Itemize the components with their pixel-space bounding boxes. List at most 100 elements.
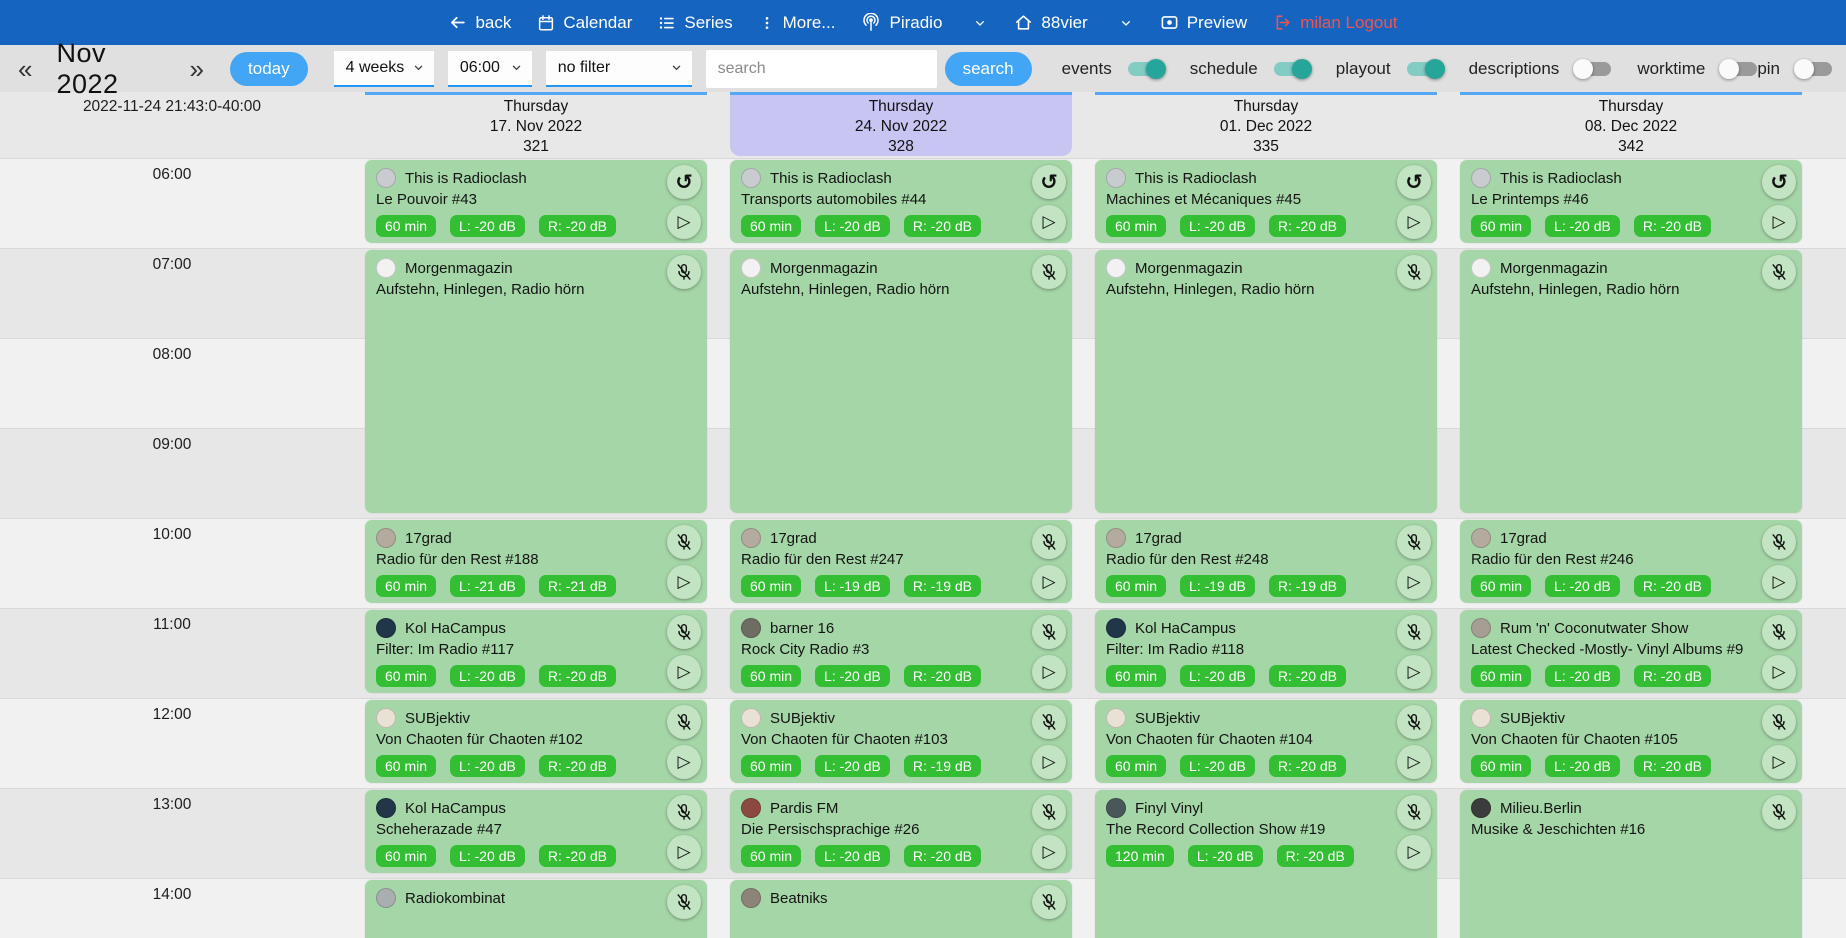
nav-calendar[interactable]: Calendar	[537, 13, 632, 33]
play-button[interactable]: ▷	[1762, 745, 1796, 779]
event-card[interactable]: SUBjektiv Von Chaoten für Chaoten #103 60 …	[730, 700, 1072, 783]
pin-toggle[interactable]	[1794, 58, 1833, 79]
event-card[interactable]: Morgenmagazin Aufstehn, Hinlegen, Radio h…	[730, 250, 1072, 513]
event-card[interactable]: Milieu.Berlin Musike & Jeschichten #16	[1460, 790, 1802, 938]
day-header[interactable]: Thursday 24. Nov 2022 328	[730, 92, 1072, 156]
event-card[interactable]: This is Radioclash Transports automobiles…	[730, 160, 1072, 243]
play-button[interactable]: ▷	[1032, 745, 1066, 779]
station-caret-icon[interactable]	[1118, 15, 1134, 31]
event-card[interactable]: SUBjektiv Von Chaoten für Chaoten #105 60 …	[1460, 700, 1802, 783]
nav-series[interactable]: Series	[658, 13, 733, 33]
play-button[interactable]: ▷	[1032, 205, 1066, 239]
search-button[interactable]: search	[944, 51, 1032, 86]
range-select[interactable]: 4 weeks	[333, 50, 434, 87]
play-button[interactable]: ▷	[1762, 655, 1796, 689]
play-button[interactable]: ▷	[1397, 655, 1431, 689]
event-card[interactable]: Radiokombinat	[365, 880, 707, 938]
event-card[interactable]: This is Radioclash Machines et Mécaniques…	[1095, 160, 1437, 243]
filter-select[interactable]: no filter	[545, 50, 692, 87]
event-title: Musike & Jeschichten #16	[1471, 821, 1646, 838]
event-card[interactable]: 17grad Radio für den Rest #248 60 min L: -1…	[1095, 520, 1437, 603]
replay-button[interactable]: ↺	[1032, 165, 1066, 199]
replay-button[interactable]: ↺	[1762, 165, 1796, 199]
event-card[interactable]: Beatniks	[730, 880, 1072, 938]
day-header[interactable]: Thursday 01. Dec 2022 335	[1095, 92, 1437, 156]
today-button[interactable]: today	[230, 51, 308, 86]
day-header[interactable]: Thursday 08. Dec 2022 342	[1460, 92, 1802, 156]
mic-off-button[interactable]	[667, 255, 701, 289]
back-button[interactable]: back	[448, 13, 511, 33]
event-card[interactable]: 17grad Radio für den Rest #188 60 min L: -2…	[365, 520, 707, 603]
mic-off-button[interactable]	[1032, 705, 1066, 739]
day-header[interactable]: Thursday 17. Nov 2022 321	[365, 92, 707, 156]
play-button[interactable]: ▷	[667, 205, 701, 239]
event-card[interactable]: Morgenmagazin Aufstehn, Hinlegen, Radio h…	[365, 250, 707, 513]
play-button[interactable]: ▷	[667, 565, 701, 599]
play-button[interactable]: ▷	[1397, 205, 1431, 239]
prev-month-button[interactable]: «	[18, 53, 33, 84]
mic-off-button[interactable]	[1032, 255, 1066, 289]
mic-off-button[interactable]	[1397, 255, 1431, 289]
event-card[interactable]: This is Radioclash Le Pouvoir #43 60 min L:…	[365, 160, 707, 243]
piradio-caret-icon[interactable]	[972, 15, 988, 31]
event-card[interactable]: This is Radioclash Le Printemps #46 60 min…	[1460, 160, 1802, 243]
start-time-select[interactable]: 06:00	[447, 50, 532, 87]
mic-off-button[interactable]	[667, 525, 701, 559]
mic-off-button[interactable]	[1762, 525, 1796, 559]
mic-off-button[interactable]	[1762, 705, 1796, 739]
play-button[interactable]: ▷	[1762, 565, 1796, 599]
next-month-button[interactable]: »	[189, 53, 205, 84]
nav-preview[interactable]: Preview	[1160, 13, 1247, 33]
mic-off-button[interactable]	[1762, 795, 1796, 829]
mic-off-button[interactable]	[1762, 255, 1796, 289]
search-input[interactable]	[705, 49, 937, 88]
mic-off-button[interactable]	[1397, 795, 1431, 829]
play-button[interactable]: ▷	[1032, 655, 1066, 689]
event-card[interactable]: 17grad Radio für den Rest #246 60 min L: -2…	[1460, 520, 1802, 603]
event-card[interactable]: Pardis FM Die Persischsprachige #26 60 min…	[730, 790, 1072, 873]
replay-button[interactable]: ↺	[1397, 165, 1431, 199]
event-card[interactable]: Kol HaCampus Filter: Im Radio #118 60 min L…	[1095, 610, 1437, 693]
event-card[interactable]: 17grad Radio für den Rest #247 60 min L: -1…	[730, 520, 1072, 603]
nav-more[interactable]: More...	[759, 13, 835, 33]
event-card[interactable]: Kol HaCampus Scheherazade #47 60 min L: -20…	[365, 790, 707, 873]
event-card[interactable]: Morgenmagazin Aufstehn, Hinlegen, Radio h…	[1095, 250, 1437, 513]
mic-off-button[interactable]	[1032, 885, 1066, 919]
play-button[interactable]: ▷	[667, 745, 701, 779]
event-card[interactable]: Kol HaCampus Filter: Im Radio #117 60 min L…	[365, 610, 707, 693]
play-button[interactable]: ▷	[1032, 565, 1066, 599]
mic-off-button[interactable]	[1762, 615, 1796, 649]
mic-off-button[interactable]	[1397, 705, 1431, 739]
mic-off-button[interactable]	[1032, 795, 1066, 829]
descriptions-toggle[interactable]	[1573, 58, 1612, 79]
play-button[interactable]: ▷	[1762, 205, 1796, 239]
nav-station[interactable]: 88vier	[1014, 13, 1088, 33]
play-button[interactable]: ▷	[667, 655, 701, 689]
playout-toggle[interactable]	[1406, 58, 1445, 79]
event-card[interactable]: Rum 'n' Coconutwater Show Latest Checked …	[1460, 610, 1802, 693]
event-card[interactable]: Finyl Vinyl The Record Collection Show #1…	[1095, 790, 1437, 938]
mic-off-button[interactable]	[1032, 525, 1066, 559]
play-button[interactable]: ▷	[1397, 835, 1431, 869]
mic-off-button[interactable]	[667, 615, 701, 649]
event-card[interactable]: SUBjektiv Von Chaoten für Chaoten #104 60 …	[1095, 700, 1437, 783]
mic-off-button[interactable]	[1397, 525, 1431, 559]
replay-button[interactable]: ↺	[667, 165, 701, 199]
mic-off-button[interactable]	[667, 795, 701, 829]
worktime-toggle[interactable]	[1719, 58, 1758, 79]
logout-button[interactable]: milan Logout	[1273, 13, 1398, 33]
play-button[interactable]: ▷	[1397, 745, 1431, 779]
mic-off-button[interactable]	[1397, 615, 1431, 649]
play-button[interactable]: ▷	[1397, 565, 1431, 599]
event-card[interactable]: barner 16 Rock City Radio #3 60 min L: -20 …	[730, 610, 1072, 693]
event-card[interactable]: SUBjektiv Von Chaoten für Chaoten #102 60 …	[365, 700, 707, 783]
mic-off-button[interactable]	[667, 705, 701, 739]
event-card[interactable]: Morgenmagazin Aufstehn, Hinlegen, Radio h…	[1460, 250, 1802, 513]
mic-off-button[interactable]	[667, 885, 701, 919]
mic-off-button[interactable]	[1032, 615, 1066, 649]
play-button[interactable]: ▷	[1032, 835, 1066, 869]
play-button[interactable]: ▷	[667, 835, 701, 869]
schedule-toggle[interactable]	[1273, 58, 1312, 79]
nav-piradio[interactable]: Piradio	[861, 12, 942, 33]
events-toggle[interactable]	[1127, 58, 1166, 79]
